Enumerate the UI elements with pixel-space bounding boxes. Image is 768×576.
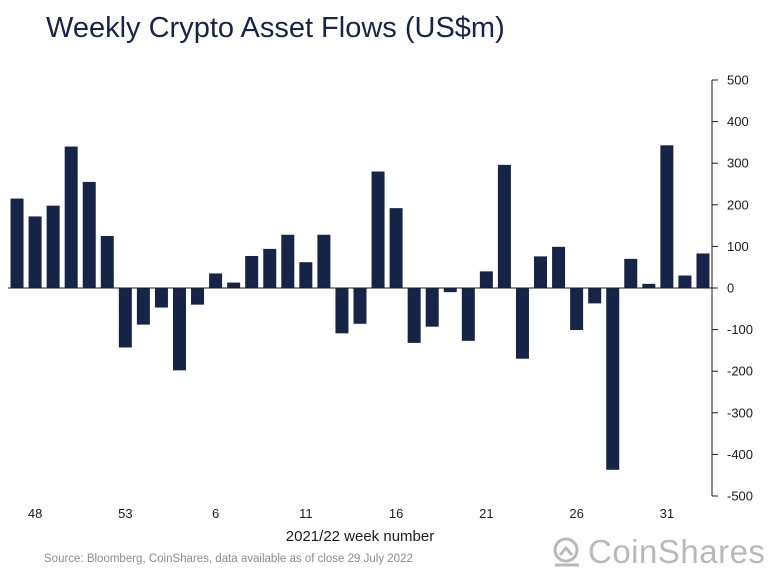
bar <box>100 236 114 288</box>
y-axis-ticks: 500 400 300 200 100 0 -100 -200 -300 -400 -500 <box>712 73 753 504</box>
bar <box>479 271 493 288</box>
y-tick-label: -300 <box>727 405 753 420</box>
y-tick-label: 200 <box>727 197 749 212</box>
bar <box>678 275 692 288</box>
coinshares-logo: CoinShares <box>552 532 765 572</box>
bar <box>28 216 42 288</box>
bar <box>335 288 349 334</box>
bar <box>263 248 277 288</box>
x-axis-ticks: 48 53 6 11 16 21 26 31 <box>28 506 674 521</box>
x-tick-label: 16 <box>389 506 403 521</box>
bar <box>299 262 313 288</box>
y-tick-label: 500 <box>727 73 749 88</box>
bar <box>407 288 421 343</box>
logo-text: CoinShares <box>588 533 766 570</box>
bar <box>642 283 656 288</box>
y-tick-label: 0 <box>727 281 734 296</box>
bar <box>461 288 475 341</box>
bar <box>281 234 295 288</box>
bar <box>660 145 674 288</box>
bar <box>389 208 403 288</box>
x-tick-label: 11 <box>299 506 313 521</box>
bar <box>136 288 150 325</box>
bar <box>245 255 259 288</box>
bar <box>425 288 439 327</box>
source-note: Source: Bloomberg, CoinShares, data avai… <box>44 553 413 565</box>
y-tick-label: 400 <box>727 114 749 129</box>
chart-title: Weekly Crypto Asset Flows (US$m) <box>46 12 505 44</box>
bars-group <box>10 145 710 470</box>
bar <box>82 181 96 288</box>
y-tick-label: 300 <box>727 156 749 171</box>
x-tick-label: 26 <box>569 506 583 521</box>
y-tick-label: -500 <box>727 489 753 504</box>
bar <box>624 258 638 288</box>
bar <box>696 253 710 288</box>
bar <box>443 288 457 293</box>
bar <box>588 288 602 304</box>
x-tick-label: 21 <box>479 506 493 521</box>
bar <box>353 288 367 324</box>
x-tick-label: 53 <box>118 506 132 521</box>
bar <box>497 164 511 288</box>
bar <box>172 288 186 371</box>
bar <box>570 288 584 331</box>
x-tick-label: 31 <box>660 506 674 521</box>
coinshares-logo-icon <box>553 537 579 567</box>
bar <box>552 246 566 288</box>
bar <box>191 288 205 305</box>
y-tick-label: -100 <box>727 322 753 337</box>
bar <box>227 282 241 288</box>
y-tick-label: -200 <box>727 364 753 379</box>
bar <box>46 205 60 288</box>
x-tick-label: 48 <box>28 506 42 521</box>
bar <box>209 273 223 288</box>
bar <box>118 288 132 348</box>
bar <box>371 171 385 288</box>
bar <box>606 288 620 470</box>
y-tick-label: -400 <box>727 447 753 462</box>
bar <box>10 198 24 288</box>
bar <box>515 288 529 359</box>
bar <box>317 234 331 288</box>
bar <box>534 256 548 288</box>
bar <box>154 288 168 308</box>
x-tick-label: 6 <box>212 506 219 521</box>
y-tick-label: 100 <box>727 239 749 254</box>
x-axis-label: 2021/22 week number <box>286 528 434 545</box>
bar <box>64 146 78 288</box>
